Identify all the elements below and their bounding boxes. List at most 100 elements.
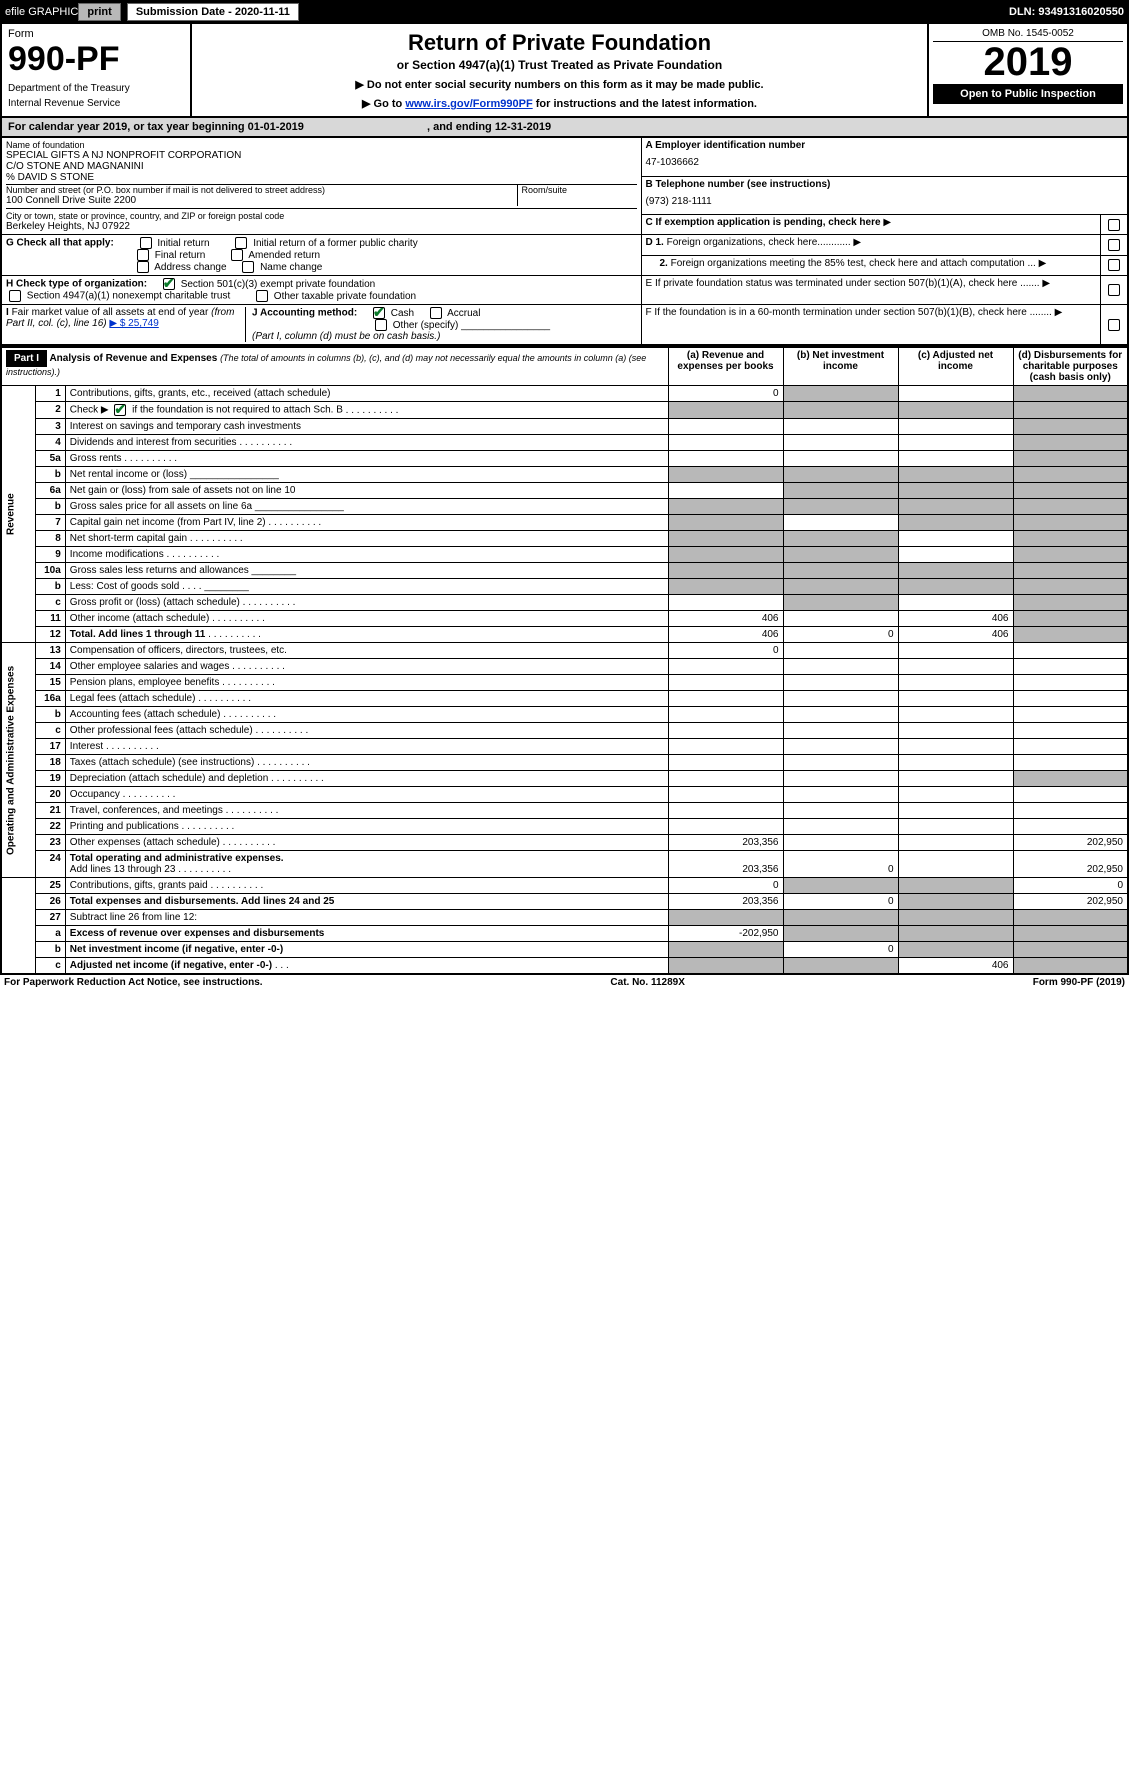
r2-post: if the foundation is not required to att… <box>129 405 342 416</box>
row-num: 24 <box>35 851 65 878</box>
row-desc: Net gain or (loss) from sale of assets n… <box>65 483 668 499</box>
opadmin-section-label: Operating and Administrative Expenses <box>1 643 35 878</box>
g-opt-address: Address change <box>154 262 226 273</box>
val-c: 406 <box>898 627 1013 643</box>
dept-treasury: Department of the Treasury <box>8 83 184 94</box>
j-label: J Accounting method: <box>252 308 357 319</box>
note2-post: for instructions and the latest informat… <box>533 98 757 110</box>
table-row: 25Contributions, gifts, grants paid 00 <box>1 878 1128 894</box>
j-cash: Cash <box>391 308 414 319</box>
table-row: bNet investment income (if negative, ent… <box>1 942 1128 958</box>
g-address-change-checkbox[interactable] <box>137 261 149 273</box>
ein-label: A Employer identification number <box>646 140 1124 151</box>
val-d: 202,950 <box>1013 835 1128 851</box>
city-label: City or town, state or province, country… <box>6 211 637 221</box>
table-row: 14Other employee salaries and wages <box>1 659 1128 675</box>
room-label: Room/suite <box>522 185 637 195</box>
print-button[interactable]: print <box>78 3 120 21</box>
row-desc: Interest on savings and temporary cash i… <box>65 419 668 435</box>
g-initial-return-checkbox[interactable] <box>140 237 152 249</box>
e-label: E If private foundation status was termi… <box>646 278 1040 289</box>
table-row: Operating and Administrative Expenses 13… <box>1 643 1128 659</box>
j-note: (Part I, column (d) must be on cash basi… <box>252 331 440 342</box>
table-row: 21Travel, conferences, and meetings <box>1 803 1128 819</box>
part1-table: Part I Analysis of Revenue and Expenses … <box>0 346 1129 975</box>
row-desc: Excess of revenue over expenses and disb… <box>65 926 668 942</box>
footer-left: For Paperwork Reduction Act Notice, see … <box>4 977 263 988</box>
dln-label: DLN: 93491316020550 <box>1009 6 1124 18</box>
form-label: Form <box>8 28 184 40</box>
row-num: 25 <box>35 878 65 894</box>
g-initial-former-checkbox[interactable] <box>235 237 247 249</box>
table-row: 22Printing and publications <box>1 819 1128 835</box>
h-other-taxable-checkbox[interactable] <box>256 290 268 302</box>
c-label: C If exemption application is pending, c… <box>646 217 881 228</box>
row-desc: Capital gain net income (from Part IV, l… <box>65 515 668 531</box>
val-a: 0 <box>668 878 783 894</box>
col-d-header: (d) Disbursements for charitable purpose… <box>1013 347 1128 386</box>
j-accrual-checkbox[interactable] <box>430 307 442 319</box>
name-label: Name of foundation <box>6 140 637 150</box>
phone-value: (973) 218-1111 <box>646 196 1124 207</box>
foundation-name1: SPECIAL GIFTS A NJ NONPROFIT CORPORATION <box>6 150 637 161</box>
footer-center: Cat. No. 11289X <box>610 977 684 988</box>
h-501c3-checkbox[interactable] <box>163 278 175 290</box>
city-state-zip: Berkeley Heights, NJ 07922 <box>6 221 637 232</box>
f-label: F If the foundation is in a 60-month ter… <box>646 307 1052 318</box>
table-row: Revenue 1Contributions, gifts, grants, e… <box>1 386 1128 402</box>
e-checkbox[interactable] <box>1108 284 1120 296</box>
g-opt-amended: Amended return <box>248 250 320 261</box>
g-opt-former: Initial return of a former public charit… <box>253 238 418 249</box>
j-other-checkbox[interactable] <box>375 319 387 331</box>
j-accrual: Accrual <box>447 308 480 319</box>
row-desc: Net investment income (if negative, ente… <box>65 942 668 958</box>
i-value[interactable]: ▶ $ 25,749 <box>109 318 158 329</box>
row-num: b <box>35 499 65 515</box>
row-desc: Adjusted net income (if negative, enter … <box>65 958 668 975</box>
val-a: -202,950 <box>668 926 783 942</box>
f-checkbox[interactable] <box>1108 319 1120 331</box>
d2-checkbox[interactable] <box>1108 259 1120 271</box>
val-a: 203,356 <box>668 835 783 851</box>
val-d: 202,950 <box>1013 894 1128 910</box>
g-name-change-checkbox[interactable] <box>242 261 254 273</box>
row-num: 19 <box>35 771 65 787</box>
row-desc: Dividends and interest from securities <box>65 435 668 451</box>
table-row: 8Net short-term capital gain <box>1 531 1128 547</box>
row-num: 2 <box>35 402 65 419</box>
table-row: 23Other expenses (attach schedule) 203,3… <box>1 835 1128 851</box>
row-num: 3 <box>35 419 65 435</box>
row-desc: Net rental income or (loss) ____________… <box>65 467 668 483</box>
j-cash-checkbox[interactable] <box>373 307 385 319</box>
row-desc: Legal fees (attach schedule) <box>65 691 668 707</box>
row-num: 7 <box>35 515 65 531</box>
row-desc: Total operating and administrative expen… <box>65 851 668 878</box>
h-opt3: Other taxable private foundation <box>274 291 416 302</box>
g-amended-return-checkbox[interactable] <box>231 249 243 261</box>
h-4947-checkbox[interactable] <box>9 290 21 302</box>
table-row: 7Capital gain net income (from Part IV, … <box>1 515 1128 531</box>
row-desc: Gross sales less returns and allowances … <box>65 563 668 579</box>
g-final-return-checkbox[interactable] <box>137 249 149 261</box>
c-checkbox[interactable] <box>1108 219 1120 231</box>
row-num: 12 <box>35 627 65 643</box>
row-num: 27 <box>35 910 65 926</box>
table-row: 27Subtract line 26 from line 12: <box>1 910 1128 926</box>
col-a-header: (a) Revenue and expenses per books <box>668 347 783 386</box>
row-desc: Net short-term capital gain <box>65 531 668 547</box>
d1-checkbox[interactable] <box>1108 239 1120 251</box>
h-opt2: Section 4947(a)(1) nonexempt charitable … <box>27 291 230 302</box>
val-a: 0 <box>668 386 783 402</box>
r2-checkbox[interactable] <box>114 404 126 416</box>
row-num: 21 <box>35 803 65 819</box>
row-desc: Other income (attach schedule) <box>65 611 668 627</box>
row-desc: Travel, conferences, and meetings <box>65 803 668 819</box>
phone-label: B Telephone number (see instructions) <box>646 179 1124 190</box>
row-desc: Gross sales price for all assets on line… <box>65 499 668 515</box>
row-num: 10a <box>35 563 65 579</box>
table-row: 12Total. Add lines 1 through 11 4060406 <box>1 627 1128 643</box>
row-num: 22 <box>35 819 65 835</box>
form-header: Form 990-PF Department of the Treasury I… <box>0 24 1129 118</box>
form990pf-link[interactable]: www.irs.gov/Form990PF <box>405 98 532 110</box>
row-num: c <box>35 595 65 611</box>
